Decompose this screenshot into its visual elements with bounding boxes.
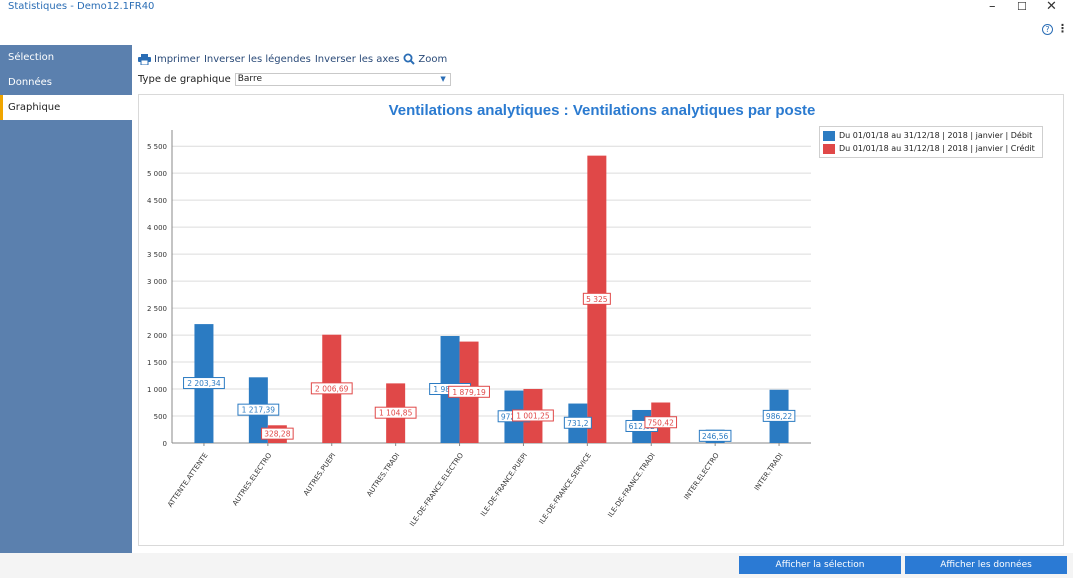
chart-type-value: Barre (237, 74, 262, 84)
data-label: 1 104,85 (379, 409, 413, 418)
y-tick-label: 3 500 (147, 251, 167, 259)
x-tick-label: ILE-DE-FRANCE.SERVICE (538, 452, 593, 526)
bottom-bar: Afficher la sélection Afficher les donné… (0, 553, 1073, 578)
x-tick-label: ILE-DE-FRANCE.TRADI (606, 452, 656, 519)
print-button[interactable]: Imprimer (138, 53, 200, 65)
legend-item-credit[interactable]: Du 01/01/18 au 31/12/18 | 2018 | janvier… (823, 142, 1039, 155)
magnifier-icon (403, 53, 416, 65)
zoom-button[interactable]: Zoom (403, 53, 447, 65)
legend-swatch-debit (823, 130, 835, 141)
data-label: 328,28 (264, 430, 290, 439)
legend-label-debit: Du 01/01/18 au 31/12/18 | 2018 | janvier… (839, 131, 1033, 140)
zoom-label: Zoom (418, 53, 448, 65)
data-label-box (374, 406, 417, 419)
data-label-box (512, 409, 554, 422)
y-tick-label: 0 (163, 440, 167, 448)
data-label: 5 325 (586, 295, 608, 304)
chart-title: Ventilations analytiques : Ventilations … (388, 102, 816, 119)
y-tick-label: 1 000 (147, 386, 167, 394)
x-tick-label: AUTRES.PUEPI (302, 452, 337, 498)
data-label: 1 217,39 (242, 406, 276, 415)
chart-legend: Du 01/01/18 au 31/12/18 | 2018 | janvier… (819, 126, 1043, 158)
data-label-box (310, 382, 353, 395)
x-tick-label: AUTRES.ELECTRO (231, 451, 274, 507)
x-tick-label: INTER.TRADI (753, 452, 785, 493)
data-label: 246,56 (702, 432, 728, 441)
chevron-down-icon: ▼ (440, 75, 446, 83)
labels-layer: 2 203,34 1 217,39 328,28 2 006,69 1 104,85 1 … (183, 292, 796, 442)
legend-label-credit: Du 01/01/18 au 31/12/18 | 2018 | janvier… (839, 144, 1035, 153)
y-tick-label: 4 500 (147, 197, 167, 205)
y-tick-label: 5 000 (147, 170, 167, 178)
header-bar: ? ⋮ (0, 18, 1073, 44)
data-label: 612,02 (629, 422, 655, 431)
x-tick-label: INTER.ELECTRO (683, 451, 721, 501)
y-tick-label: 500 (154, 413, 167, 421)
window-title: Statistiques - Demo12.1FR40 (8, 1, 155, 12)
print-label: Imprimer (154, 53, 200, 65)
y-tick-label: 2 500 (147, 305, 167, 313)
data-label-box (563, 416, 592, 429)
bars-layer (194, 155, 789, 444)
data-label: 731,2 (567, 419, 589, 428)
minimize-button[interactable]: – (989, 0, 996, 14)
y-tick-label: 2 000 (147, 332, 167, 340)
data-label-box (698, 429, 732, 442)
sidebar-item-donnees[interactable]: Données (8, 77, 53, 88)
sidebar-item-graphique[interactable]: Graphique (0, 95, 132, 120)
data-label-box (762, 409, 796, 422)
x-tick-label: ILE-DE-FRANCE.PUEPI (479, 452, 529, 518)
legend-swatch-credit (823, 143, 835, 154)
axis-layer: 0 500 1 000 1 500 2 000 2 500 3 000 3 500 4 000 4… (147, 130, 811, 528)
x-tick-label: ATTENTE.ATTENTE (166, 452, 209, 509)
y-tick-label: 3 000 (147, 278, 167, 286)
y-tick-label: 4 000 (147, 224, 167, 232)
more-menu-icon[interactable]: ⋮ (1057, 22, 1068, 35)
bar-chart: 0 500 1 000 1 500 2 000 2 500 3 000 3 500 4 000 4… (147, 130, 811, 528)
data-label: 2 203,34 (187, 379, 221, 388)
help-icon[interactable]: ? (1042, 24, 1053, 35)
data-label-box (644, 416, 678, 429)
show-data-button[interactable]: Afficher les données (905, 556, 1067, 574)
chart-toolbar: Imprimer Inverser les légendes Inverser … (138, 50, 447, 68)
data-label-box (582, 292, 611, 305)
show-selection-button[interactable]: Afficher la sélection (739, 556, 901, 574)
chart-type-label: Type de graphique (138, 74, 231, 85)
x-tick-label: ILE-DE-FRANCE.ELECTRO (408, 451, 465, 528)
invert-legends-button[interactable]: Inverser les légendes (203, 53, 311, 65)
data-label: 2 006,69 (315, 384, 349, 393)
invert-axes-button[interactable]: Inverser les axes (314, 53, 400, 65)
maximize-button[interactable]: ☐ (1017, 0, 1027, 13)
y-tick-label: 5 500 (147, 143, 167, 151)
data-label: 1 879,19 (452, 388, 486, 397)
grid-layer (172, 145, 811, 444)
window-titlebar: Statistiques - Demo12.1FR40 – ☐ ✕ (0, 0, 1073, 16)
data-label-box (261, 427, 294, 440)
printer-icon (138, 53, 151, 65)
data-label-box (183, 377, 225, 390)
data-label: 986,22 (766, 412, 792, 421)
chart-type-select[interactable]: Barre ▼ (234, 73, 451, 86)
chart-type-row: Type de graphique Barre ▼ (138, 73, 451, 86)
close-button[interactable]: ✕ (1046, 0, 1057, 14)
sidebar: Sélection Données Graphique (0, 45, 132, 553)
sidebar-item-selection[interactable]: Sélection (8, 52, 55, 63)
data-label: 750,42 (648, 418, 674, 427)
legend-item-debit[interactable]: Du 01/01/18 au 31/12/18 | 2018 | janvier… (823, 129, 1039, 142)
y-tick-label: 1 500 (147, 359, 167, 367)
chart-panel: Ventilations analytiques : Ventilations … (138, 94, 1064, 546)
data-label-box (448, 385, 490, 398)
x-tick-label: AUTRES.TRADI (365, 452, 401, 499)
data-label-box (237, 403, 280, 416)
data-label: 1 001,25 (516, 411, 550, 420)
